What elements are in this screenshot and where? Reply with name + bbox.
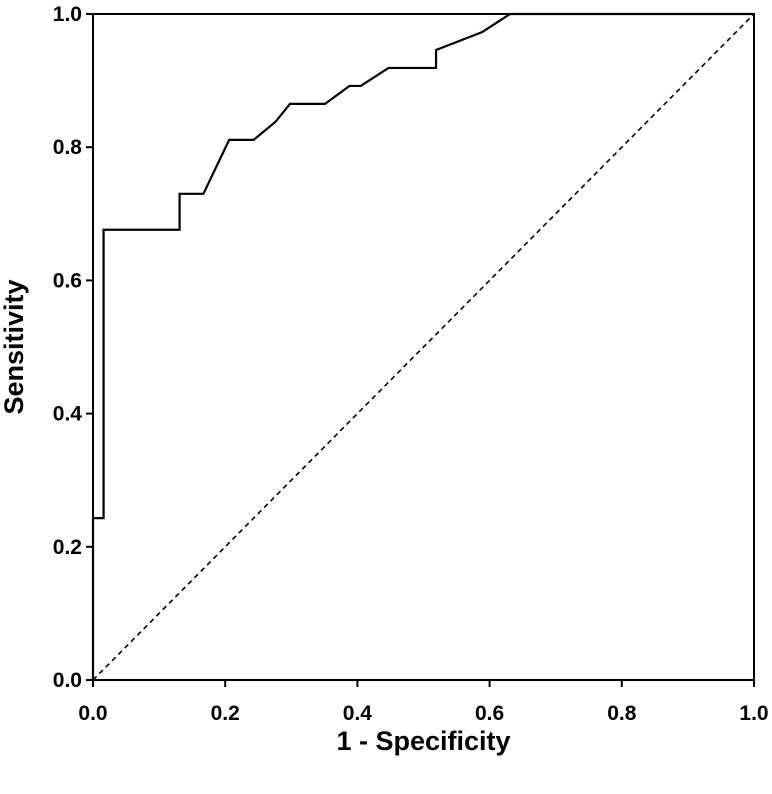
y-tick-label: 0.8 <box>53 136 83 159</box>
x-tick-label: 0.0 <box>78 702 107 725</box>
x-axis-ticks: 0.0 0.2 0.4 0.6 0.8 1.0 <box>78 680 769 725</box>
x-tick-label: 0.8 <box>607 702 637 725</box>
y-tick-label: 0.0 <box>53 669 82 692</box>
y-tick-label: 0.4 <box>53 403 83 426</box>
plot-frame <box>92 13 755 681</box>
y-tick-label: 0.6 <box>53 269 82 292</box>
y-axis-title: Sensitivity <box>0 279 29 414</box>
y-tick-label: 0.2 <box>53 536 82 559</box>
x-axis-title: 1 - Specificity <box>336 726 510 756</box>
x-tick-label: 0.2 <box>211 702 240 725</box>
y-tick-label: 1.0 <box>53 3 82 26</box>
y-axis-ticks: 0.0 0.2 0.4 0.6 0.8 1.0 <box>53 3 93 692</box>
reference-diagonal-line <box>92 13 755 681</box>
series-layer <box>91 12 755 681</box>
x-tick-label: 1.0 <box>739 702 768 725</box>
x-tick-label: 0.4 <box>343 702 373 725</box>
roc-curve-line <box>91 12 754 680</box>
x-tick-label: 0.6 <box>475 702 504 725</box>
